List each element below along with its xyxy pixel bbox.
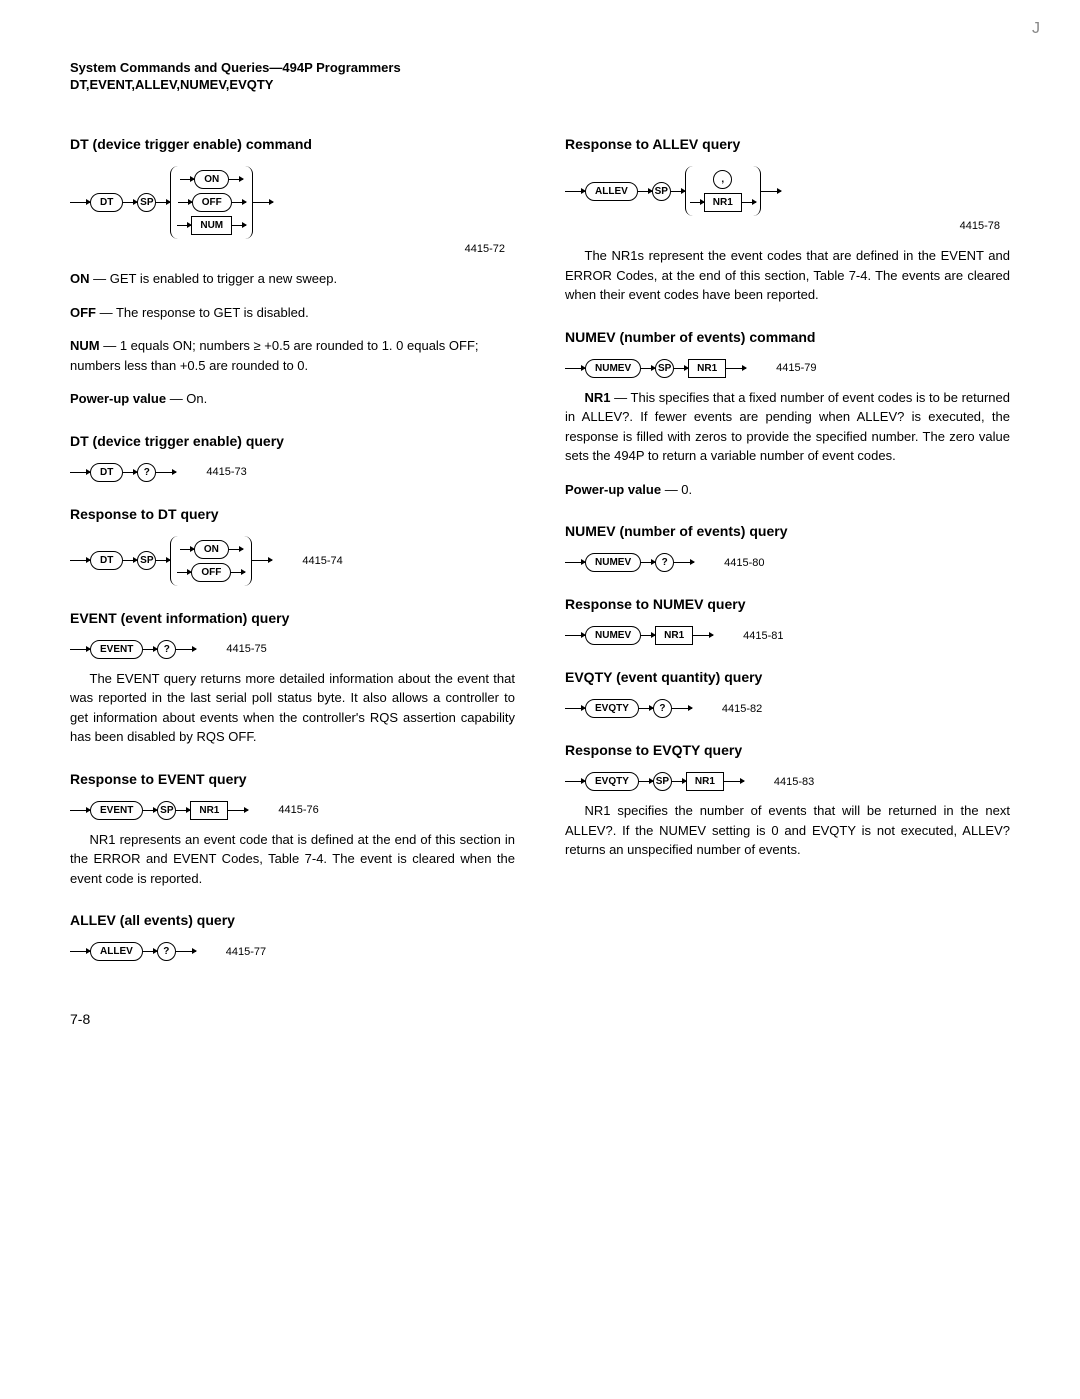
evqty-response-title: Response to EVQTY query: [565, 742, 1010, 758]
numev-command-diagram: NUMEV SP NR1 4415-79: [565, 359, 1010, 378]
fig-4415-80: 4415-80: [724, 557, 764, 569]
fig-4415-82: 4415-82: [722, 703, 762, 715]
event-response-text: NR1 represents an event code that is def…: [70, 830, 515, 889]
token-q4: ?: [655, 553, 674, 572]
dt-response-title: Response to DT query: [70, 506, 515, 522]
allev-response-title: Response to ALLEV query: [565, 136, 1010, 152]
token-q2: ?: [157, 640, 176, 659]
token-sp2: SP: [137, 551, 156, 570]
def-off: OFF — The response to GET is disabled.: [70, 303, 515, 323]
token-nr1: NR1: [190, 801, 228, 820]
token-q3: ?: [157, 942, 176, 961]
token-sp6: SP: [653, 772, 672, 791]
evqty-response-text: NR1 specifies the number of events that …: [565, 801, 1010, 860]
content-columns: DT (device trigger enable) command DT SP…: [70, 112, 1010, 1027]
dt-resp-branch: ON OFF: [170, 536, 252, 586]
dt-query-title: DT (device trigger enable) query: [70, 433, 515, 449]
dt-branch: ON OFF NUM: [170, 166, 253, 239]
token-sp4: SP: [652, 182, 671, 201]
token-num: NUM: [191, 216, 232, 235]
def-num: NUM — 1 equals ON; numbers ≥ +0.5 are ro…: [70, 336, 515, 375]
fig-4415-73: 4415-73: [206, 466, 246, 478]
fig-4415-74: 4415-74: [302, 555, 342, 567]
allev-branch: , NR1: [685, 166, 761, 216]
evqty-query-diagram: EVQTY ? 4415-82: [565, 699, 1010, 718]
dt-command-diagram: DT SP ON OFF NUM: [70, 166, 515, 239]
token-nr1-4: NR1: [655, 626, 693, 645]
fig-4415-83: 4415-83: [774, 776, 814, 788]
event-query-title: EVENT (event information) query: [70, 610, 515, 626]
fig-4415-81: 4415-81: [743, 630, 783, 642]
event-query-text: The EVENT query returns more detailed in…: [70, 669, 515, 747]
token-sp: SP: [137, 193, 156, 212]
token-nr1-2: NR1: [704, 193, 742, 212]
token-sp3: SP: [157, 801, 176, 820]
fig-4415-72: 4415-72: [70, 243, 515, 255]
token-off2: OFF: [191, 563, 231, 582]
allev-query-diagram: ALLEV ? 4415-77: [70, 942, 515, 961]
evqty-query-title: EVQTY (event quantity) query: [565, 669, 1010, 685]
numev-response-diagram: NUMEV NR1 4415-81: [565, 626, 1010, 645]
token-comma: ,: [713, 170, 732, 189]
token-allev: ALLEV: [90, 942, 143, 961]
fig-4415-77: 4415-77: [226, 946, 266, 958]
corner-mark: J: [1032, 20, 1040, 38]
token-nr1-3: NR1: [688, 359, 726, 378]
numev-command-text: NR1 — This specifies that a fixed number…: [565, 388, 1010, 466]
token-numev: NUMEV: [585, 359, 641, 378]
dt-response-diagram: DT SP ON OFF 4415-74: [70, 536, 515, 586]
event-response-title: Response to EVENT query: [70, 771, 515, 787]
numev-query-diagram: NUMEV ? 4415-80: [565, 553, 1010, 572]
dt-command-title: DT (device trigger enable) command: [70, 136, 515, 152]
token-on2: ON: [194, 540, 229, 559]
token-event: EVENT: [90, 640, 143, 659]
dt-query-diagram: DT ? 4415-73: [70, 463, 515, 482]
header-line-1: System Commands and Queries—494P Program…: [70, 60, 1010, 75]
event-query-diagram: EVENT ? 4415-75: [70, 640, 515, 659]
token-evqty2: EVQTY: [585, 772, 639, 791]
evqty-response-diagram: EVQTY SP NR1 4415-83: [565, 772, 1010, 791]
doc-header: System Commands and Queries—494P Program…: [70, 60, 1010, 92]
left-column: DT (device trigger enable) command DT SP…: [70, 112, 515, 1027]
token-event2: EVENT: [90, 801, 143, 820]
token-dt3: DT: [90, 551, 123, 570]
fig-4415-78: 4415-78: [565, 220, 1010, 232]
page-number: 7-8: [70, 1011, 515, 1027]
token-allev2: ALLEV: [585, 182, 638, 201]
numev-command-title: NUMEV (number of events) command: [565, 329, 1010, 345]
fig-4415-76: 4415-76: [278, 804, 318, 816]
token-dt2: DT: [90, 463, 123, 482]
token-off: OFF: [192, 193, 232, 212]
numev-response-title: Response to NUMEV query: [565, 596, 1010, 612]
def-powerup: Power-up value — On.: [70, 389, 515, 409]
token-numev3: NUMEV: [585, 626, 641, 645]
event-response-diagram: EVENT SP NR1 4415-76: [70, 801, 515, 820]
allev-query-title: ALLEV (all events) query: [70, 912, 515, 928]
token-nr1-5: NR1: [686, 772, 724, 791]
allev-response-text: The NR1s represent the event codes that …: [565, 246, 1010, 305]
right-column: Response to ALLEV query ALLEV SP , NR1 4…: [565, 112, 1010, 1027]
numev-powerup: Power-up value — 0.: [565, 480, 1010, 500]
token-sp5: SP: [655, 359, 674, 378]
fig-4415-79: 4415-79: [776, 362, 816, 374]
header-line-2: DT,EVENT,ALLEV,NUMEV,EVQTY: [70, 77, 1010, 92]
token-on: ON: [194, 170, 229, 189]
token-numev2: NUMEV: [585, 553, 641, 572]
token-q5: ?: [653, 699, 672, 718]
numev-query-title: NUMEV (number of events) query: [565, 523, 1010, 539]
token-evqty: EVQTY: [585, 699, 639, 718]
fig-4415-75: 4415-75: [226, 643, 266, 655]
def-on: ONON — GET is enabled to trigger a new s…: [70, 269, 515, 289]
allev-response-diagram: ALLEV SP , NR1: [565, 166, 1010, 216]
token-dt: DT: [90, 193, 123, 212]
token-q: ?: [137, 463, 156, 482]
